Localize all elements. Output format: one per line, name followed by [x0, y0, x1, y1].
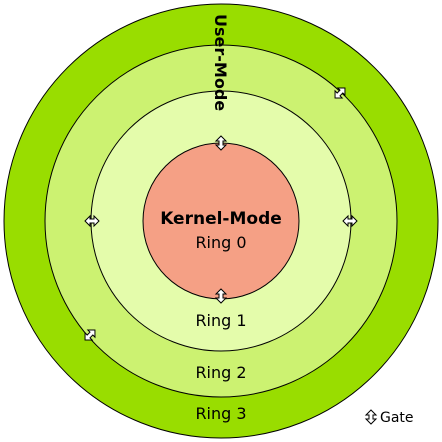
gate-arrow-icon: [84, 214, 100, 228]
legend-label: Gate: [380, 410, 414, 426]
ring-1-label: Ring 1: [195, 311, 246, 330]
gate-arrow-icon: [334, 87, 346, 99]
gate-arrow-icon: [214, 135, 228, 151]
gate-arrow-icon: [342, 214, 358, 228]
ring-2-label: Ring 2: [195, 363, 246, 382]
gate-arrow-icon: [364, 409, 378, 425]
gate-arrow-icon: [84, 329, 96, 341]
user-mode-label: User-Mode: [211, 14, 230, 111]
ring-3-label: Ring 3: [195, 404, 246, 423]
legend: Gate: [364, 409, 414, 426]
kernel-mode-label: Kernel-Mode: [160, 209, 282, 229]
ring-0-label: Ring 0: [195, 233, 246, 252]
gate-arrow-icon: [214, 288, 228, 304]
